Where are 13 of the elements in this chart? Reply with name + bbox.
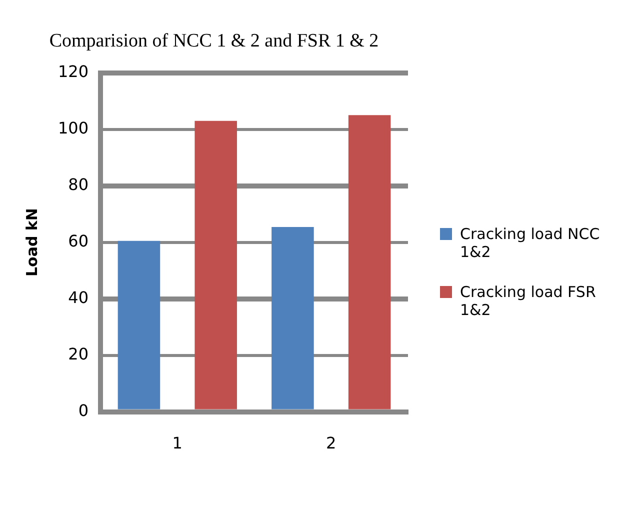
- chart-title: Comparision of NCC 1 & 2 and FSR 1 & 2: [49, 30, 379, 52]
- y-tick-label: 40: [68, 288, 89, 307]
- x-tick-label: 2: [326, 434, 336, 453]
- x-tick-label: 1: [172, 434, 182, 453]
- y-tick-label: 120: [58, 62, 89, 81]
- y-axis-title: Load kN: [22, 208, 41, 277]
- y-tick-label: 100: [58, 118, 89, 138]
- legend-label: Cracking load FSR 1&2: [460, 283, 597, 319]
- y-tick-label: 60: [68, 231, 89, 250]
- y-tick-label: 20: [68, 344, 89, 364]
- legend-label: Cracking load NCC 1&2: [460, 225, 601, 261]
- y-tick-label: 80: [68, 174, 89, 194]
- y-tick-label: 0: [78, 400, 89, 420]
